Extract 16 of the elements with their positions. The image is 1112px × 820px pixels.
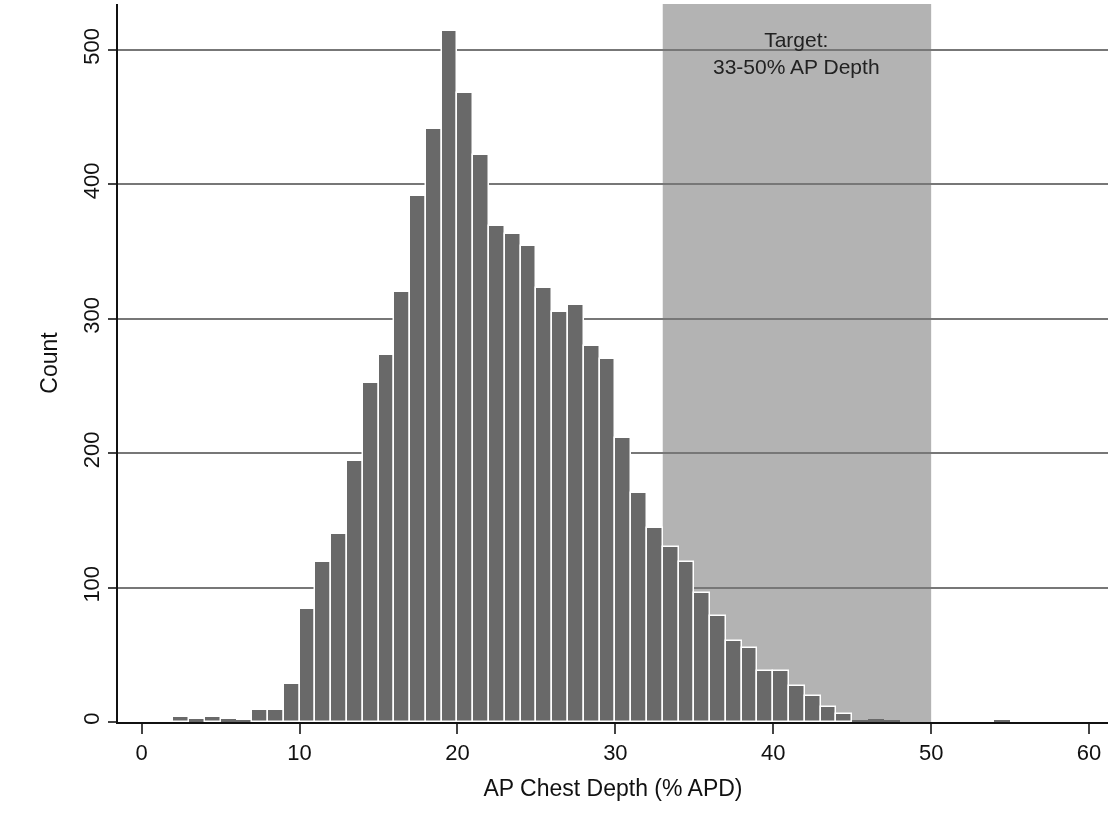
x-tick-label: 30	[603, 740, 628, 766]
band-label: Target: 33-50% AP Depth	[713, 28, 880, 79]
x-tick-label: 40	[761, 740, 786, 766]
y-tick-label: 100	[79, 565, 105, 603]
x-tick-label: 50	[918, 740, 944, 766]
x-tick-label: 60	[1076, 740, 1102, 766]
y-tick-label: 200	[79, 431, 105, 469]
x-tick-label: 10	[287, 740, 312, 766]
y-tick-label: 400	[79, 162, 105, 200]
y-axis-title: Count	[36, 331, 63, 394]
y-tick-label: 500	[79, 28, 105, 65]
y-tick-label: 300	[79, 296, 105, 334]
y-tick-label: 0	[79, 712, 105, 725]
x-tick-label: 0	[135, 740, 148, 766]
x-tick-label: 20	[445, 740, 470, 766]
x-axis-title: AP Chest Depth (% APD)	[483, 774, 743, 801]
